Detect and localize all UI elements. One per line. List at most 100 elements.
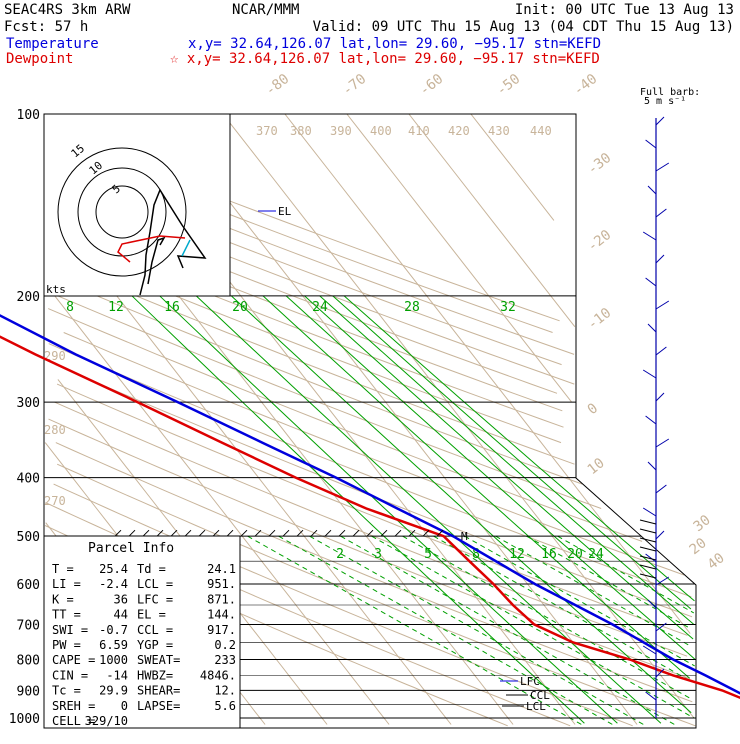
freezing-level-hatch (436, 529, 444, 537)
wind-barb (655, 116, 665, 126)
freezing-level-hatch (128, 529, 136, 537)
wind-barb (655, 622, 667, 632)
wind-barb (655, 392, 665, 402)
isotherm-label: -40 (571, 71, 601, 99)
freezing-level-hatch (114, 529, 122, 537)
theta-label: 430 (488, 124, 510, 138)
freezing-level-hatch (338, 529, 346, 537)
wind-barb-lower (639, 519, 657, 525)
temperature-station-info: x,y= 32.64,126.07 lat,lon= 29.60, −95.17… (188, 36, 601, 52)
freezing-level-hatch (156, 529, 164, 537)
barb-legend-line2: 5 m s⁻¹ (644, 96, 686, 107)
parcel-row-value-left: 0 (121, 699, 128, 713)
wind-barb (655, 300, 670, 310)
wind-barb-profile (114, 116, 670, 718)
parcel-row-label-left: CIN = (52, 668, 88, 682)
mixing-ratio-label: 28 (404, 300, 420, 315)
isotherm-line (160, 113, 638, 725)
freezing-level-hatch (226, 529, 234, 537)
mixing-ratio-label: 16 (164, 300, 180, 315)
pressure-tick-label: 300 (17, 396, 40, 411)
wind-barb (655, 484, 667, 494)
hodograph-ring-5 (95, 185, 149, 239)
parcel-row-label-right: LAPSE= (137, 699, 180, 713)
dewpoint-station-info: ☆ x,y= 32.64,126.07 lat,lon= 29.60, −95.… (170, 51, 600, 67)
theta-label: 370 (256, 124, 278, 138)
isotherm-line (470, 113, 555, 221)
lfc-marker: LFC (520, 675, 540, 688)
freezing-level-hatch (212, 529, 220, 537)
isotherm-label: -30 (585, 150, 615, 178)
parcel-row-label-right: HWBZ= (137, 668, 173, 682)
parcel-row-label-left: SREH = (52, 699, 95, 713)
temperature-legend-label: Temperature (6, 36, 99, 52)
mixing-ratio-line (195, 295, 662, 724)
wind-barb (655, 438, 670, 448)
mixing-ratio-label: 20 (232, 300, 248, 315)
wind-barb (642, 645, 657, 655)
freezing-level-hatch (422, 529, 430, 537)
wind-barb-lower (639, 555, 657, 561)
wind-barb (647, 323, 657, 333)
mixing-ratio-label: 8 (472, 547, 480, 562)
wind-barb (645, 415, 657, 425)
wind-barb (642, 369, 657, 379)
isotherm-label: -20 (585, 227, 615, 255)
wind-barb (645, 691, 657, 701)
moist-adiabat-line (340, 535, 678, 727)
mixing-ratio-line (343, 295, 695, 602)
ccl-marker: CCL (530, 689, 550, 702)
pressure-tick-label: 800 (17, 653, 40, 668)
pressure-tick-label: 700 (17, 618, 40, 633)
wind-barb (642, 231, 657, 241)
freezing-level-hatch (240, 529, 248, 537)
parcel-row-label-left: SWI = (52, 623, 88, 637)
parcel-row-label-right: SHEAR= (137, 684, 180, 698)
parcel-row-value-right: 917. (207, 623, 236, 637)
parcel-row-label-right: LFC = (137, 592, 173, 606)
pressure-tick-label: 200 (17, 290, 40, 305)
lcl-marker: LCL (526, 700, 546, 713)
isotherm-label: 30 (691, 512, 714, 535)
parcel-row-label-right: LCL = (137, 577, 173, 591)
dry-adiabat (63, 332, 685, 576)
wind-barb (647, 599, 657, 609)
parcel-row-label-right: CCL = (137, 623, 173, 637)
isotherm-line (54, 295, 390, 725)
parcel-row-label-left: K = (52, 592, 74, 606)
mixing-ratio-line (262, 295, 691, 679)
mixing-ratio-label: 12 (509, 547, 525, 562)
parcel-row-value-left: 6.59 (99, 638, 128, 652)
parcel-row-label-left: CAPE = (52, 653, 95, 667)
theta-label: 410 (408, 124, 430, 138)
theta-label: 400 (370, 124, 392, 138)
isotherm-label: -10 (585, 305, 615, 333)
freezing-level-hatch (142, 529, 150, 537)
isotherm-line (284, 113, 691, 634)
parcel-row-value-right: 871. (207, 592, 236, 606)
parcel-row-value-left: 29.9 (99, 684, 128, 698)
wind-barb (655, 254, 665, 264)
isotherm-label: 10 (585, 455, 608, 478)
wind-barb-lower (639, 564, 657, 570)
mixing-ratio-labels: 8 12 16 20 24 28 32 2 3 5 8 12 16 20 24 (66, 300, 604, 562)
moist-adiabat-line (526, 535, 691, 629)
isotherm-line (346, 113, 573, 403)
pressure-tick-label: 400 (17, 472, 40, 487)
isotherm-label: 40 (705, 550, 728, 573)
parcel-row-label-right: SWEAT= (137, 653, 180, 667)
parcel-row-value-left: -14 (106, 668, 128, 682)
mixing-ratio-label: 32 (500, 300, 516, 315)
header: SEAC4RS 3km ARW NCAR/MMM Init: 00 UTC Tu… (4, 2, 734, 67)
isotherm-label: -50 (494, 71, 524, 99)
pressure-tick-label: 100 (17, 108, 40, 123)
isotherm-line (98, 113, 576, 725)
freezing-level-hatch (380, 529, 388, 537)
dry-adiabat (48, 343, 692, 598)
wind-barb-lower (639, 546, 657, 552)
mixing-ratio-line (332, 295, 692, 610)
moist-adiabat-line (464, 535, 695, 667)
el-marker: EL (278, 205, 292, 218)
